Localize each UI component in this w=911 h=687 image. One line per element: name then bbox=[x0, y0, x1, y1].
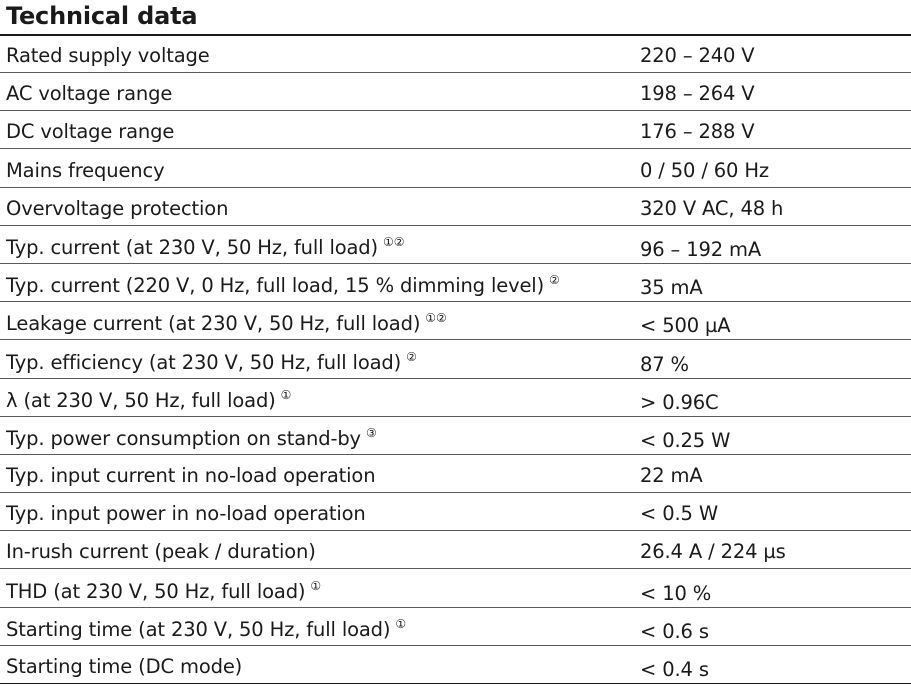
row-value: 0 / 50 / 60 Hz bbox=[640, 158, 769, 182]
table-row: Leakage current (at 230 V, 50 Hz, full l… bbox=[0, 303, 911, 341]
footnote-marker: ② bbox=[406, 349, 417, 364]
row-value: 87 % bbox=[640, 352, 689, 376]
table-row: Typ. input power in no-load operation < … bbox=[0, 494, 911, 532]
row-value: 26.4 A / 224 µs bbox=[640, 540, 786, 564]
footnote-marker: ② bbox=[549, 273, 560, 288]
table-row: Typ. current (220 V, 0 Hz, full load, 15… bbox=[0, 265, 911, 303]
footnote-marker: ③ bbox=[365, 425, 377, 440]
row-value: < 0.25 W bbox=[640, 428, 731, 452]
table-row: Typ. efficiency (at 230 V, 50 Hz, full l… bbox=[0, 342, 911, 379]
row-label: Overvoltage protection bbox=[6, 196, 229, 220]
row-value: 320 V AC, 48 h bbox=[640, 196, 784, 220]
row-value: < 0.5 W bbox=[640, 502, 718, 526]
table-row: Overvoltage protection 320 V AC, 48 h bbox=[0, 189, 911, 226]
page-title: Technical data bbox=[6, 2, 198, 30]
row-label: Typ. input power in no-load operation bbox=[6, 502, 366, 526]
row-label: Typ. current (at 230 V, 50 Hz, full load… bbox=[6, 234, 405, 259]
footnote-marker: ① bbox=[395, 616, 407, 631]
row-value: < 500 µA bbox=[640, 314, 731, 338]
table-row: Typ. current (at 230 V, 50 Hz, full load… bbox=[0, 227, 911, 264]
table-row: Starting time (at 230 V, 50 Hz, full loa… bbox=[0, 609, 911, 646]
row-value: 35 mA bbox=[640, 276, 703, 300]
row-value: 22 mA bbox=[640, 464, 703, 488]
row-value: < 10 % bbox=[640, 581, 712, 605]
row-label: THD (at 230 V, 50 Hz, full load) ① bbox=[6, 578, 322, 603]
table-row: THD (at 230 V, 50 Hz, full load) ① < 10 % bbox=[0, 571, 911, 608]
table-row: DC voltage range 176 – 288 V bbox=[0, 112, 911, 150]
table-row: In-rush current (peak / duration) 26.4 A… bbox=[0, 532, 911, 570]
row-value: < 0.4 s bbox=[640, 658, 709, 681]
row-label: Starting time (DC mode) bbox=[6, 655, 243, 678]
row-value: 220 – 240 V bbox=[640, 44, 755, 67]
row-value: 96 – 192 mA bbox=[640, 237, 762, 261]
table-row: Typ. input current in no-load operation … bbox=[0, 456, 911, 494]
footnote-marker: ① bbox=[310, 578, 322, 593]
row-label: Starting time (at 230 V, 50 Hz, full loa… bbox=[6, 616, 407, 641]
row-label: Typ. efficiency (at 230 V, 50 Hz, full l… bbox=[6, 349, 417, 374]
footnote-marker: ①② bbox=[425, 311, 447, 326]
table-row: Starting time (DC mode) < 0.4 s bbox=[0, 647, 911, 684]
row-label: λ (at 230 V, 50 Hz, full load) ① bbox=[6, 387, 292, 412]
row-label: AC voltage range bbox=[6, 82, 173, 106]
row-label: Typ. power consumption on stand-by ③ bbox=[6, 425, 377, 450]
footnote-marker: ①② bbox=[383, 234, 405, 249]
footnote-marker: ① bbox=[280, 387, 292, 402]
table-row: Typ. power consumption on stand-by ③ < 0.… bbox=[0, 418, 911, 455]
table-row: λ (at 230 V, 50 Hz, full load) ① > 0.96C bbox=[0, 380, 911, 417]
technical-data-table: Rated supply voltage 220 – 240 V AC volt… bbox=[0, 36, 911, 685]
row-label: DC voltage range bbox=[6, 120, 175, 144]
table-row: Mains frequency 0 / 50 / 60 Hz bbox=[0, 151, 911, 188]
row-label: Leakage current (at 230 V, 50 Hz, full l… bbox=[6, 311, 447, 336]
row-value: > 0.96C bbox=[640, 390, 719, 414]
row-value: 176 – 288 V bbox=[640, 120, 755, 144]
row-value: 198 – 264 V bbox=[640, 82, 755, 106]
row-label: Typ. current (220 V, 0 Hz, full load, 15… bbox=[6, 273, 560, 298]
title-divider bbox=[0, 34, 911, 36]
row-label: Rated supply voltage bbox=[6, 44, 210, 67]
table-row: Rated supply voltage 220 – 240 V bbox=[0, 36, 911, 73]
row-label: Mains frequency bbox=[6, 158, 165, 182]
table-row: AC voltage range 198 – 264 V bbox=[0, 74, 911, 112]
row-value: < 0.6 s bbox=[640, 619, 709, 643]
row-label: In-rush current (peak / duration) bbox=[6, 540, 316, 564]
row-label: Typ. input current in no-load operation bbox=[6, 464, 376, 488]
